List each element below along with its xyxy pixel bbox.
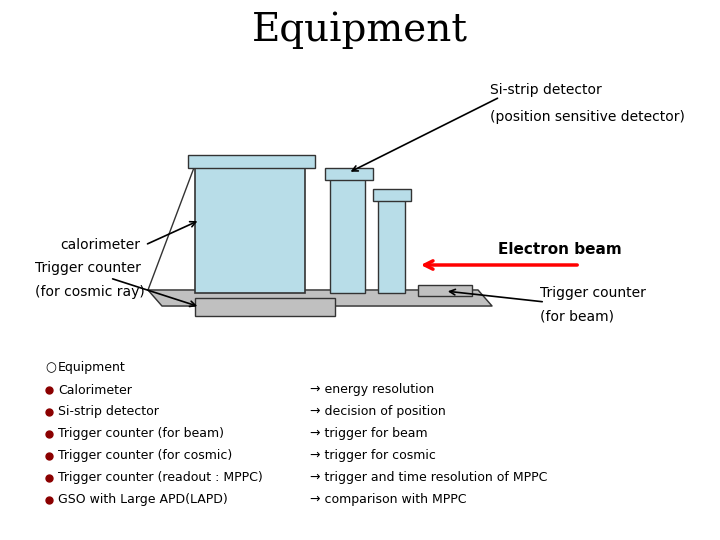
- Polygon shape: [148, 290, 492, 306]
- Text: Calorimeter: Calorimeter: [58, 383, 132, 396]
- Text: → trigger for cosmic: → trigger for cosmic: [310, 449, 436, 462]
- Bar: [418, 285, 472, 296]
- Bar: [373, 189, 411, 201]
- Text: (for cosmic ray): (for cosmic ray): [35, 285, 145, 299]
- Text: ○: ○: [45, 361, 56, 375]
- Bar: [378, 198, 405, 293]
- Bar: [325, 168, 373, 180]
- Text: Trigger counter (for cosmic): Trigger counter (for cosmic): [58, 449, 233, 462]
- Text: calorimeter: calorimeter: [60, 238, 140, 252]
- Text: → trigger and time resolution of MPPC: → trigger and time resolution of MPPC: [310, 471, 547, 484]
- Text: Trigger counter (for beam): Trigger counter (for beam): [58, 428, 224, 441]
- Text: → energy resolution: → energy resolution: [310, 383, 434, 396]
- Text: Trigger counter (readout : MPPC): Trigger counter (readout : MPPC): [58, 471, 263, 484]
- Text: Trigger counter: Trigger counter: [540, 286, 646, 300]
- Text: Trigger counter: Trigger counter: [35, 261, 141, 275]
- Text: Equipment: Equipment: [58, 361, 126, 375]
- Text: (for beam): (for beam): [540, 310, 614, 324]
- Text: (position sensitive detector): (position sensitive detector): [490, 110, 685, 124]
- Text: Equipment: Equipment: [252, 11, 468, 49]
- Bar: [188, 155, 315, 168]
- Text: Si-strip detector: Si-strip detector: [490, 83, 602, 97]
- Text: → comparison with MPPC: → comparison with MPPC: [310, 494, 467, 507]
- Text: Electron beam: Electron beam: [498, 242, 622, 258]
- Text: Si-strip detector: Si-strip detector: [58, 406, 159, 419]
- Text: → decision of position: → decision of position: [310, 406, 446, 419]
- Text: → trigger for beam: → trigger for beam: [310, 428, 428, 441]
- Bar: [195, 165, 305, 293]
- Bar: [195, 298, 335, 316]
- Bar: [330, 178, 365, 293]
- Text: GSO with Large APD(LAPD): GSO with Large APD(LAPD): [58, 494, 228, 507]
